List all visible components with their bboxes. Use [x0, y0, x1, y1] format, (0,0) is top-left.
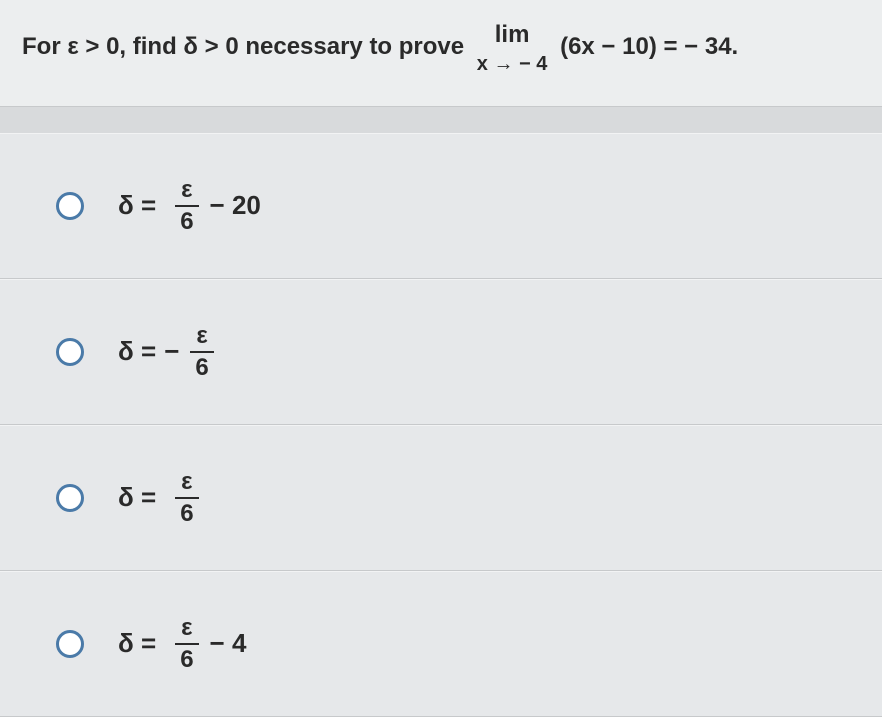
option-tail: − 4 [210, 628, 247, 659]
fraction-numerator: ε [175, 616, 198, 645]
limit-bottom: x → − 4 [477, 50, 548, 78]
option-tail: − 20 [210, 190, 261, 221]
fraction: ε 6 [189, 324, 214, 380]
radio-icon[interactable] [56, 484, 84, 512]
option-1-equation: δ = ε 6 − 20 [118, 178, 261, 234]
fraction-denominator: 6 [174, 645, 199, 672]
option-2[interactable]: δ = − ε 6 [0, 279, 882, 425]
delta-condition: δ > 0 [183, 33, 238, 60]
fraction: ε 6 [174, 470, 199, 526]
question-text-3: necessary to prove [239, 33, 471, 60]
option-3[interactable]: δ = ε 6 [0, 425, 882, 571]
option-3-equation: δ = ε 6 [118, 470, 210, 526]
fraction: ε 6 [174, 616, 199, 672]
fraction-denominator: 6 [189, 353, 214, 380]
fraction-denominator: 6 [174, 207, 199, 234]
option-lhs: δ = [118, 190, 156, 221]
fraction-numerator: ε [175, 470, 198, 499]
spacer [0, 107, 882, 133]
option-2-equation: δ = − ε 6 [118, 324, 225, 380]
option-lhs: δ = [118, 336, 156, 367]
question-text-2: , find [119, 33, 183, 60]
option-4[interactable]: δ = ε 6 − 4 [0, 571, 882, 717]
option-1[interactable]: δ = ε 6 − 20 [0, 133, 882, 279]
epsilon-condition: ε > 0 [67, 33, 119, 60]
question-prompt: For ε > 0, find δ > 0 necessary to prove… [0, 0, 882, 107]
limit-top: lim [477, 18, 548, 52]
radio-icon[interactable] [56, 192, 84, 220]
fraction-denominator: 6 [174, 499, 199, 526]
limit-expression: (6x − 10) = − 34. [560, 33, 738, 60]
option-lhs: δ = [118, 628, 156, 659]
option-lhs: δ = [118, 482, 156, 513]
fraction-numerator: ε [175, 178, 198, 207]
option-neg: − [164, 336, 179, 367]
fraction-numerator: ε [190, 324, 213, 353]
option-4-equation: δ = ε 6 − 4 [118, 616, 246, 672]
limit-notation: lim x → − 4 [477, 18, 548, 78]
radio-icon[interactable] [56, 338, 84, 366]
question-text-1: For [22, 33, 67, 60]
radio-icon[interactable] [56, 630, 84, 658]
fraction: ε 6 [174, 178, 199, 234]
